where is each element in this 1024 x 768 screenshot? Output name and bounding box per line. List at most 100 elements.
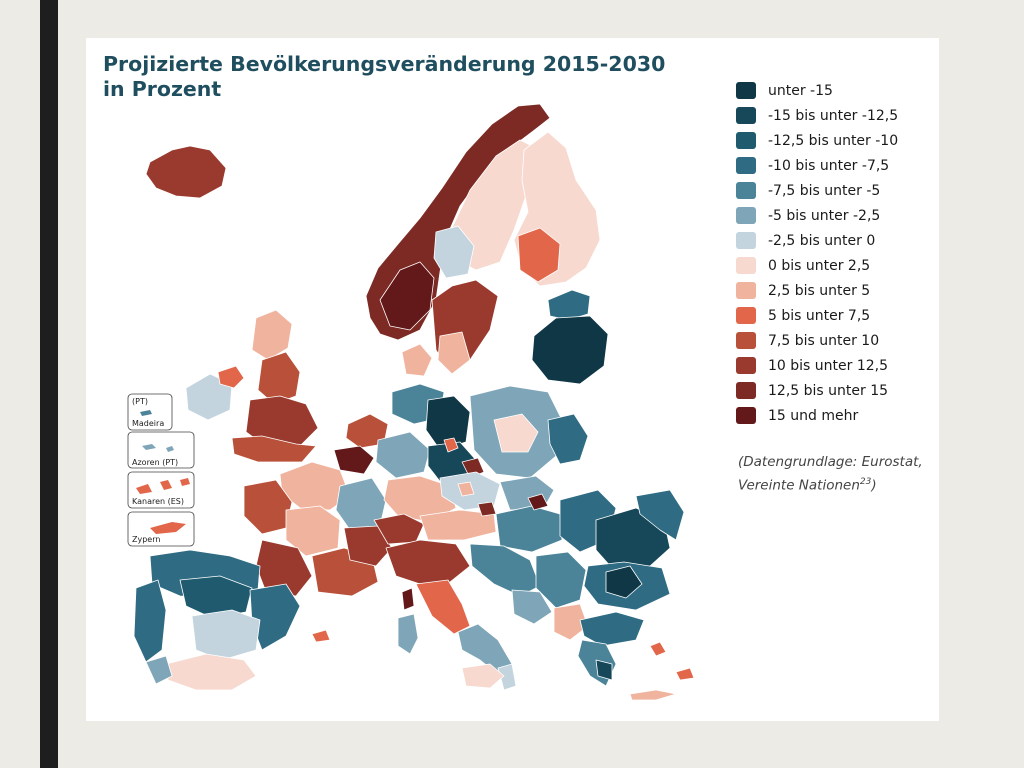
legend-swatch: [736, 207, 756, 224]
region-hungary: [495, 505, 563, 553]
region-sardinia: [397, 613, 419, 655]
region-denmark: [401, 343, 433, 377]
region-poland-east: [547, 413, 589, 465]
inset-azoren-shape: [142, 444, 174, 452]
legend-label: 0 bis unter 2,5: [768, 257, 871, 274]
legend-item: -12,5 bis unter -10: [736, 128, 936, 153]
legend-item: -10 bis unter -7,5: [736, 153, 936, 178]
region-corsica: [401, 587, 415, 611]
region-norway-east: [379, 261, 435, 331]
inset-madeira-country: (PT): [132, 397, 148, 406]
region-spain-center: [191, 609, 261, 661]
inset-madeira-box: [127, 393, 173, 431]
region-poland-center: [493, 413, 539, 453]
region-malta-cyprus: [675, 667, 695, 681]
legend-item: unter -15: [736, 78, 936, 103]
inset-kanaren-label: Kanaren (ES): [132, 497, 184, 506]
region-france-rhone: [343, 525, 393, 567]
legend-swatch: [736, 407, 756, 424]
legend-label: -2,5 bis unter 0: [768, 232, 876, 249]
legend-item: 7,5 bis unter 10: [736, 328, 936, 353]
legend-label: -10 bis unter -7,5: [768, 157, 890, 174]
legend-swatch: [736, 332, 756, 349]
region-sweden-south-2: [437, 331, 471, 375]
map-title-line-1: Projizierte Bevölkerungsveränderung 2015…: [103, 52, 666, 76]
legend-item: -7,5 bis unter -5: [736, 178, 936, 203]
inset-zypern-box: [127, 511, 195, 547]
legend-swatch: [736, 82, 756, 99]
source-line-2-text: Vereinte Nationen: [738, 477, 860, 494]
slide-card: (PT) Madeira Azoren (PT) Kanaren (ES) Zy…: [86, 38, 939, 721]
region-portugal-south: [145, 655, 173, 685]
region-berlin: [443, 437, 459, 453]
region-greece-north: [579, 611, 645, 647]
region-sicily: [461, 663, 505, 689]
legend-swatch: [736, 157, 756, 174]
region-uk-south: [231, 435, 317, 463]
legend-swatch: [736, 107, 756, 124]
region-northern-ireland: [217, 365, 245, 389]
legend-label: 10 bis unter 12,5: [768, 357, 889, 374]
region-bosnia: [511, 589, 553, 625]
legend-label: 7,5 bis unter 10: [768, 332, 880, 349]
source-line-2-end: ): [871, 477, 877, 494]
legend-label: -12,5 bis unter -10: [768, 132, 899, 149]
legend-item: 0 bis unter 2,5: [736, 253, 936, 278]
inset-kanaren-shape: [136, 478, 190, 494]
region-spain-ne: [179, 575, 253, 619]
legend-swatch: [736, 182, 756, 199]
europe-map: (PT) Madeira Azoren (PT) Kanaren (ES) Zy…: [127, 103, 695, 701]
legend-item: -15 bis unter -12,5: [736, 103, 936, 128]
region-albania-mk: [553, 603, 589, 641]
inset-azoren-box: [127, 431, 195, 469]
legend-swatch: [736, 307, 756, 324]
inset-zypern-shape: [150, 522, 186, 534]
source-line-2: Vereinte Nationen23): [738, 472, 938, 496]
map-title: Projizierte Bevölkerungsveränderung 2015…: [103, 52, 665, 102]
legend-item: 12,5 bis unter 15: [736, 378, 936, 403]
region-baleares: [311, 629, 331, 643]
legend-swatch: [736, 232, 756, 249]
region-prague: [457, 481, 475, 497]
source-note: (Datengrundlage: Eurostat, Vereinte Nati…: [738, 452, 938, 496]
region-estonia: [547, 289, 591, 321]
inset-boxes: [127, 393, 195, 547]
region-serbia: [535, 551, 587, 609]
region-iceland: [145, 145, 227, 199]
legend-swatch: [736, 282, 756, 299]
inset-madeira-label: Madeira: [132, 419, 164, 428]
region-bulgaria-west: [605, 565, 643, 599]
legend-label: -15 bis unter -12,5: [768, 107, 899, 124]
legend-label: 2,5 bis unter 5: [768, 282, 871, 299]
region-romania-east: [635, 489, 685, 541]
legend-label: -5 bis unter -2,5: [768, 207, 881, 224]
inset-azoren-label: Azoren (PT): [132, 458, 178, 467]
legend-swatch: [736, 382, 756, 399]
source-line-1: (Datengrundlage: Eurostat,: [738, 454, 923, 470]
inset-labels: (PT) Madeira Azoren (PT) Kanaren (ES) Zy…: [132, 397, 184, 544]
region-spain-south: [165, 653, 257, 691]
legend-item: 15 und mehr: [736, 403, 936, 428]
region-crete: [629, 689, 677, 701]
region-greece-south: [595, 659, 613, 681]
region-finland-south: [517, 227, 561, 283]
region-aegean: [649, 641, 667, 657]
region-switzerland: [373, 513, 425, 545]
region-italy-north: [385, 539, 471, 585]
legend-item: 10 bis unter 12,5: [736, 353, 936, 378]
legend-swatch: [736, 132, 756, 149]
map-legend: unter -15 -15 bis unter -12,5 -12,5 bis un…: [736, 78, 936, 428]
region-ireland: [185, 373, 233, 421]
region-portugal: [133, 579, 167, 663]
legend-item: -2,5 bis unter 0: [736, 228, 936, 253]
legend-item: 2,5 bis unter 5: [736, 278, 936, 303]
legend-label: -7,5 bis unter -5: [768, 182, 881, 199]
inset-zypern-label: Zypern: [132, 535, 160, 544]
legend-item: -5 bis unter -2,5: [736, 203, 936, 228]
slide-side-bar: [40, 0, 58, 768]
region-france-center: [285, 505, 341, 557]
inset-shapes: [136, 410, 190, 534]
region-budapest: [527, 493, 549, 511]
legend-label: 12,5 bis unter 15: [768, 382, 889, 399]
legend-item: 5 bis unter 7,5: [736, 303, 936, 328]
